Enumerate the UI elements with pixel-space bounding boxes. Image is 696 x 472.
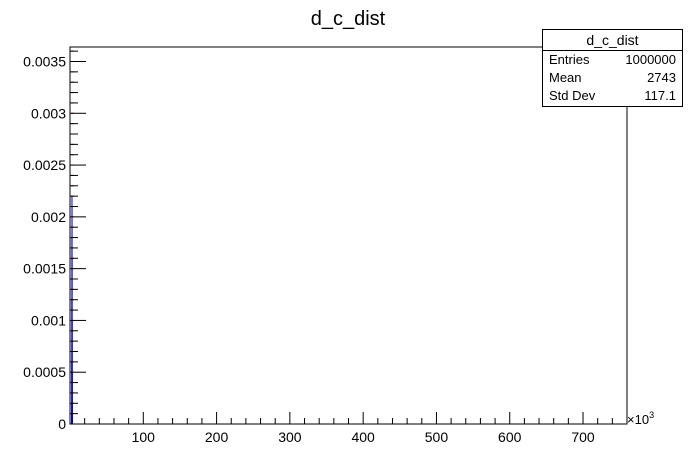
x-exponent-label: ×103 (627, 410, 654, 427)
y-tick-label: 0.002 (31, 209, 66, 225)
y-tick-label: 0.0015 (23, 261, 66, 277)
stats-value: 117.1 (644, 88, 676, 103)
stats-label: Std Dev (549, 88, 596, 103)
stats-value: 1000000 (625, 52, 676, 67)
x-tick-label: 100 (132, 429, 156, 445)
stats-label: Mean (549, 70, 582, 85)
y-tick-label: 0 (58, 416, 66, 432)
stats-label: Entries (549, 52, 590, 67)
y-tick-label: 0.0035 (23, 54, 66, 70)
x-tick-label: 200 (205, 429, 229, 445)
y-tick-label: 0.001 (31, 312, 66, 328)
stats-value: 2743 (647, 70, 676, 85)
x-tick-label: 300 (278, 429, 302, 445)
x-tick-label: 400 (351, 429, 375, 445)
y-tick-label: 0.0005 (23, 364, 66, 380)
y-tick-label: 0.0025 (23, 157, 66, 173)
stats-row-stddev: Std Dev 117.1 (543, 87, 682, 105)
x-tick-label: 700 (571, 429, 595, 445)
x-tick-label: 600 (498, 429, 522, 445)
y-tick-label: 0.003 (31, 105, 66, 121)
chart-title: d_c_dist (311, 8, 386, 30)
stats-box: d_c_dist Entries 1000000 Mean 2743 Std D… (542, 29, 683, 107)
stats-row-entries: Entries 1000000 (543, 51, 682, 69)
x-tick-label: 500 (425, 429, 449, 445)
stats-title: d_c_dist (543, 30, 682, 51)
stats-row-mean: Mean 2743 (543, 69, 682, 87)
